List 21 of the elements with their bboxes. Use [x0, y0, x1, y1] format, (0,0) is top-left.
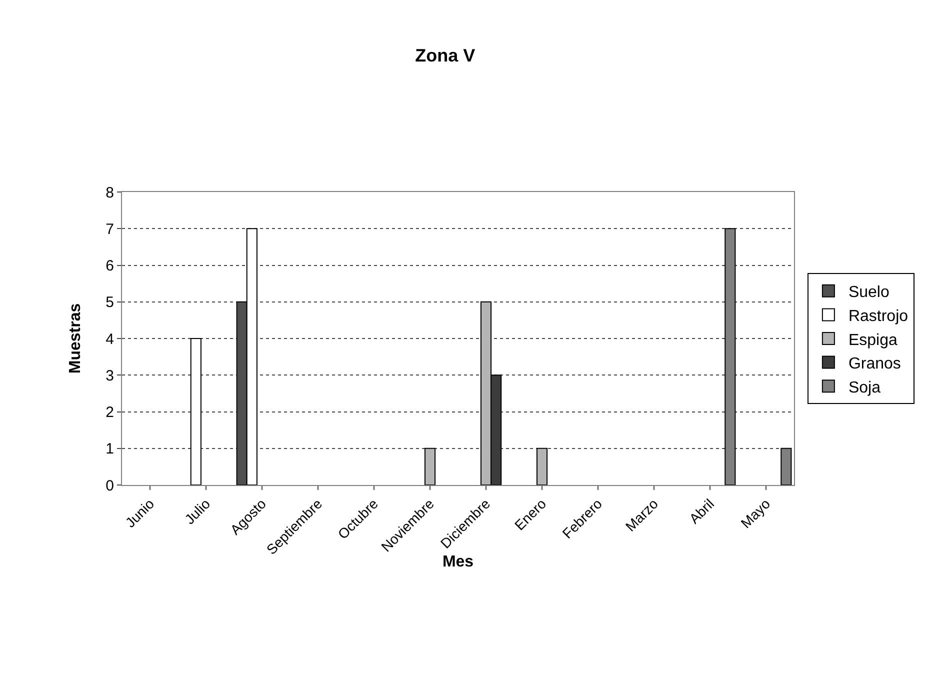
y-tick-label: 3: [106, 367, 114, 384]
bar: [190, 338, 202, 485]
y-tick-label: 6: [106, 258, 114, 274]
y-tick-label: 5: [106, 294, 114, 312]
legend-label: Granos: [848, 356, 901, 373]
y-tick-label: 4: [106, 330, 114, 348]
y-tick-label: 8: [106, 184, 114, 202]
bar: [424, 448, 436, 485]
legend-label: Espiga: [848, 332, 898, 349]
y-axis-title: Muestras: [67, 303, 84, 374]
x-tick-label: Julio: [181, 495, 214, 528]
y-tick-label: 1: [106, 440, 114, 458]
y-tick-label: 7: [106, 220, 114, 238]
y-tick-label: 0: [106, 477, 114, 494]
y-tick-label: 2: [106, 404, 114, 421]
legend-label: Soja: [848, 379, 881, 396]
legend-label: Suelo: [848, 284, 890, 302]
legend-label: Rastrojo: [848, 308, 908, 325]
chart-title: Zona V: [415, 46, 476, 66]
bar: [536, 448, 548, 485]
x-axis-title: Mes: [442, 553, 474, 570]
